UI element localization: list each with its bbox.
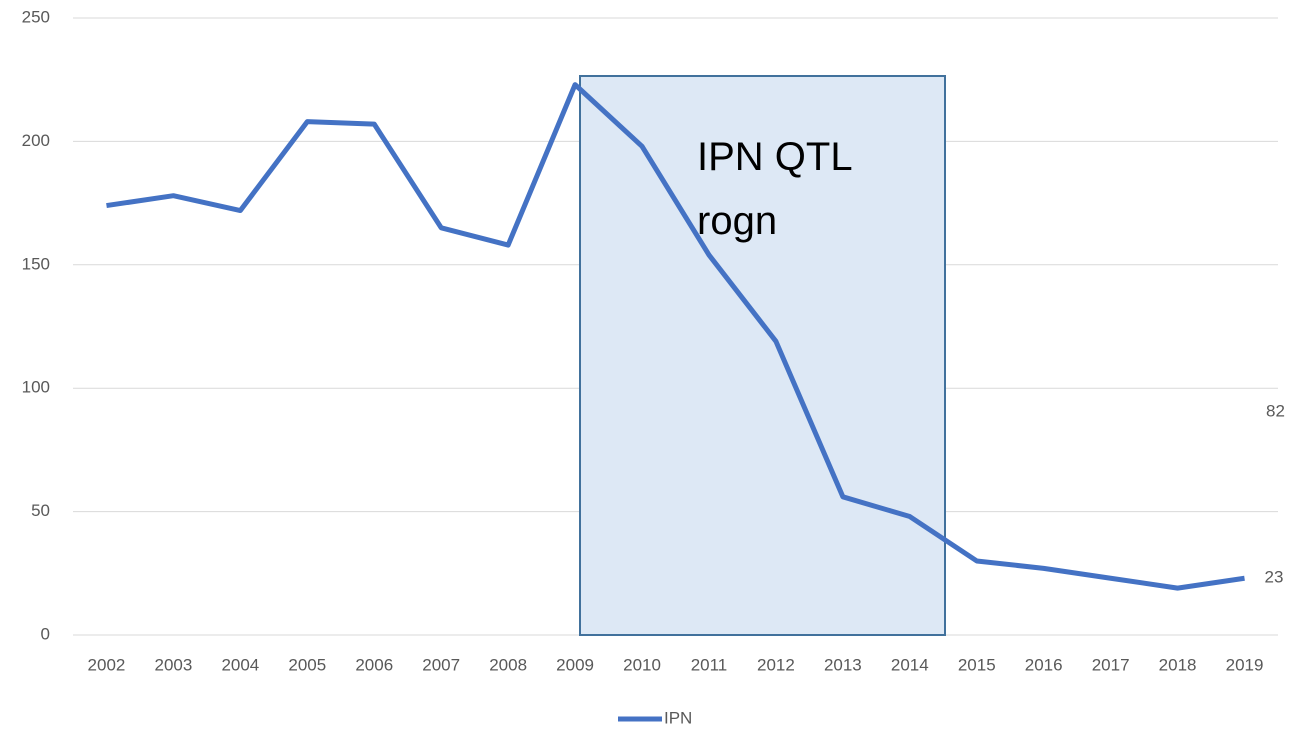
x-tick-label: 2012: [757, 655, 795, 674]
x-tick-label: 2007: [422, 655, 460, 674]
y-tick-label: 250: [22, 7, 50, 26]
x-tick-label: 2011: [691, 655, 728, 674]
x-tick-label: 2004: [221, 655, 259, 674]
box-annotation: IPN QTL rogn: [697, 135, 852, 243]
x-tick-label: 2009: [556, 655, 594, 674]
x-tick-label: 2019: [1226, 655, 1264, 674]
x-tick-label: 2010: [623, 655, 661, 674]
x-tick-label: 2008: [489, 655, 527, 674]
y-tick-label: 0: [41, 624, 50, 643]
annotation: 82: [1266, 401, 1285, 420]
x-tick-label: 2005: [288, 655, 326, 674]
legend-label: IPN: [664, 708, 692, 727]
y-tick-label: 50: [31, 501, 50, 520]
x-tick-label: 2013: [824, 655, 862, 674]
y-tick-label: 200: [22, 131, 50, 150]
y-tick-label: 150: [22, 254, 50, 273]
x-tick-label: 2018: [1159, 655, 1197, 674]
x-tick-label: 2014: [891, 655, 929, 674]
x-tick-label: 2015: [958, 655, 996, 674]
y-tick-label: 100: [22, 378, 50, 397]
x-tick-label: 2017: [1092, 655, 1130, 674]
x-tick-label: 2016: [1025, 655, 1063, 674]
data-label: 23: [1265, 568, 1284, 587]
x-tick-label: 2002: [88, 655, 126, 674]
highlight-box: [579, 75, 946, 636]
x-tick-label: 2003: [155, 655, 193, 674]
series-line: [106, 82, 1245, 591]
x-tick-label: 2006: [355, 655, 393, 674]
